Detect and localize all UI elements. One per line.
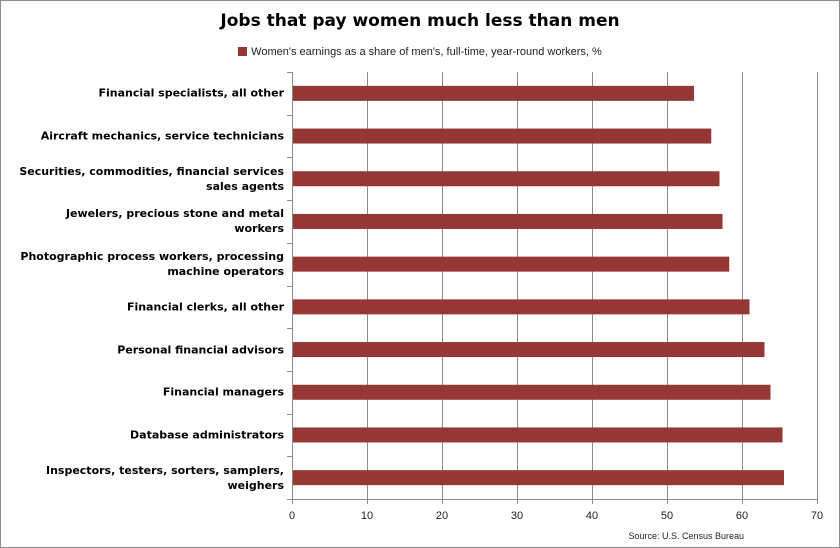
x-tick-label: 30 <box>510 510 524 522</box>
x-tick-label: 10 <box>360 510 374 522</box>
category-label: Financial clerks, all other <box>126 300 284 314</box>
source-note: Source: U.S. Census Bureau <box>628 531 744 541</box>
legend-swatch <box>238 47 248 56</box>
bar <box>292 384 771 400</box>
bar <box>292 213 723 229</box>
category-label: Inspectors, testers, sorters, samplers, … <box>45 463 284 492</box>
x-tick-label: 40 <box>585 510 599 522</box>
category-label: Aircraft mechanics, service technicians <box>40 129 284 143</box>
x-tick-label: 50 <box>660 510 674 522</box>
category-label: Personal financial advisors <box>117 343 284 357</box>
category-label: Photographic process workers, processing… <box>20 250 284 279</box>
bar <box>292 470 784 486</box>
bar <box>292 256 730 272</box>
legend-label: Women's earnings as a share of men's, fu… <box>251 46 602 58</box>
x-tick-label: 60 <box>735 510 749 522</box>
bar <box>292 427 783 443</box>
bar <box>292 342 765 358</box>
chart-title: Jobs that pay women much less than men <box>220 11 620 31</box>
x-tick-label: 0 <box>288 510 296 522</box>
legend: Women's earnings as a share of men's, fu… <box>1 46 839 58</box>
category-label: Jewelers, precious stone and metal worke… <box>65 207 284 236</box>
category-label: Financial specialists, all other <box>98 86 284 100</box>
category-label: Financial managers <box>162 385 284 399</box>
bar <box>292 128 712 144</box>
x-tick-label: 20 <box>435 510 449 522</box>
category-label: Database administrators <box>130 428 284 442</box>
x-tick-label: 70 <box>810 510 824 522</box>
bar <box>292 299 750 315</box>
bar <box>292 171 720 187</box>
category-label: Securities, commodities, financial servi… <box>19 164 284 193</box>
bar <box>292 85 694 101</box>
